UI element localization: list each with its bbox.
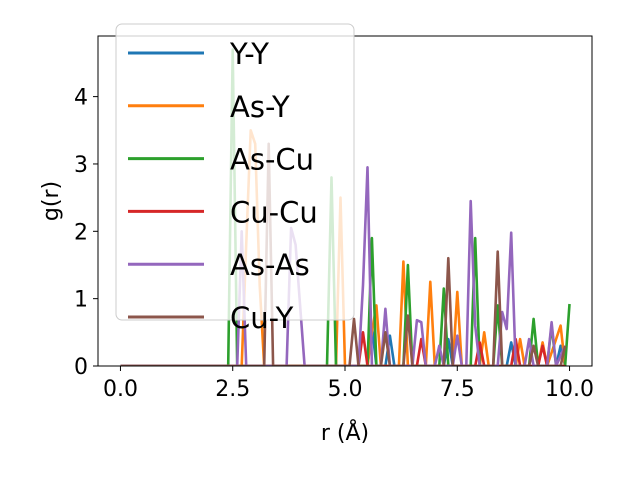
y-tick-label: 2 (74, 220, 88, 245)
x-tick-label: 5.0 (328, 377, 363, 402)
x-tick-label: 10.0 (545, 377, 594, 402)
legend-label-cu-cu: Cu-Cu (230, 195, 318, 229)
legend-box (115, 23, 355, 321)
y-axis-ticks: 0 1 2 3 4 (74, 86, 98, 380)
x-axis-ticks: 0.0 2.5 5.0 7.5 10.0 (103, 366, 594, 402)
x-tick-label: 2.5 (215, 377, 250, 402)
y-tick-label: 3 (74, 153, 88, 178)
series-line-cu-cu (120, 330, 566, 366)
y-axis-label: g(r) (39, 181, 64, 221)
series-line-cu-y (120, 142, 567, 366)
x-axis-label: r (Å) (321, 419, 369, 446)
y-tick-label: 0 (74, 355, 88, 380)
y-tick-label: 1 (74, 288, 88, 313)
x-tick-label: 0.0 (103, 377, 138, 402)
legend-label-as-y: As-Y (230, 90, 290, 124)
x-tick-label: 7.5 (440, 377, 475, 402)
legend-label-cu-y: Cu-Y (230, 301, 294, 335)
legend-label-as-cu: As-Cu (230, 143, 314, 177)
legend-label-y-y: Y-Y (229, 37, 269, 71)
legend-label-as-as: As-As (230, 248, 310, 282)
legend: Y-Y As-Y As-Cu Cu-Cu As-As Cu-Y (115, 23, 355, 335)
series-line-as-y (120, 129, 567, 366)
series-line-as-as (120, 166, 567, 366)
y-tick-label: 4 (74, 86, 88, 111)
